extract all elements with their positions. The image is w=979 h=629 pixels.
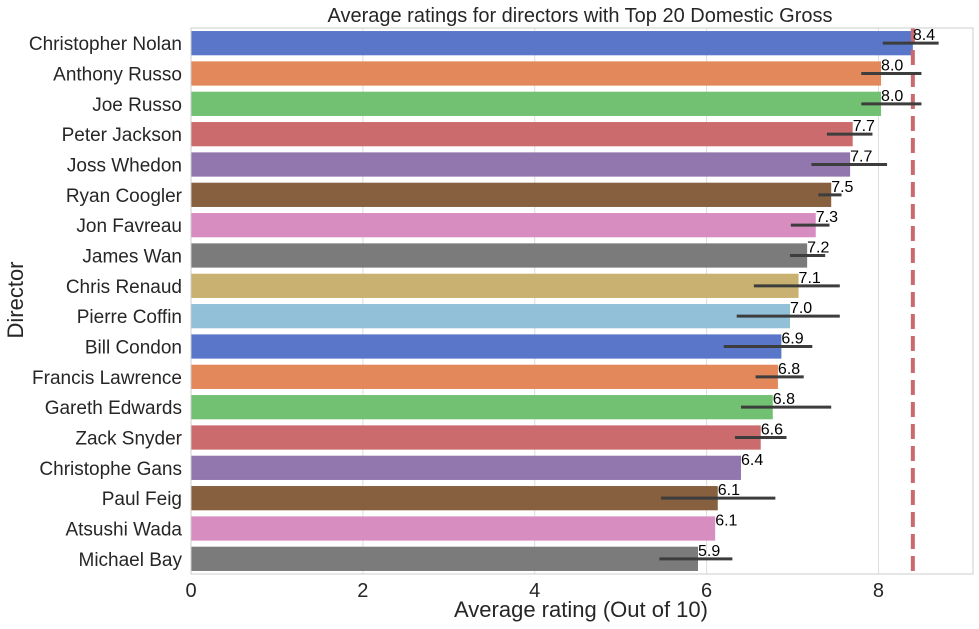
- bar: [191, 122, 853, 147]
- bar: [191, 364, 778, 389]
- bar: [191, 91, 882, 116]
- y-tick-label: Francis Lawrence: [32, 368, 182, 389]
- data-label: 6.6: [761, 422, 783, 439]
- data-label: 6.1: [718, 482, 740, 499]
- y-tick-label: Ryan Coogler: [66, 186, 183, 207]
- bar: [191, 546, 699, 571]
- bar: [191, 213, 816, 238]
- bar: [191, 152, 851, 177]
- bar: [191, 243, 808, 268]
- y-tick-label: Joe Russo: [92, 95, 182, 116]
- data-label: 7.3: [816, 209, 838, 226]
- y-tick-labels: Christopher Nolan Anthony Russo Joe Russo P…: [29, 34, 183, 571]
- x-tick-label: 8: [873, 580, 884, 602]
- y-axis-title: Director: [3, 261, 28, 338]
- y-tick-label: Peter Jackson: [62, 125, 182, 146]
- x-tick-labels: 0 2 4 6 8: [185, 580, 884, 602]
- data-label: 6.4: [741, 452, 763, 469]
- bar: [191, 273, 799, 298]
- error-bars: [659, 41, 939, 561]
- x-tick-label: 6: [701, 580, 712, 602]
- bar: [191, 395, 773, 420]
- y-tick-label: James Wan: [82, 247, 182, 268]
- bar: [191, 486, 718, 511]
- bar: [191, 182, 832, 207]
- y-tick-label: Bill Condon: [85, 338, 182, 359]
- bar: [191, 455, 741, 480]
- bar: [191, 425, 761, 450]
- y-tick-label: Pierre Coffin: [77, 307, 182, 328]
- y-tick-label: Zack Snyder: [75, 429, 182, 450]
- bar: [191, 334, 782, 359]
- y-tick-label: Atsushi Wada: [65, 520, 182, 541]
- data-label: 7.0: [790, 300, 812, 317]
- x-tick-label: 0: [185, 580, 196, 602]
- y-tick-label: Anthony Russo: [53, 65, 182, 86]
- data-label: 7.1: [799, 270, 821, 287]
- y-tick-label: Gareth Edwards: [45, 398, 182, 419]
- data-label: 8.4: [913, 27, 935, 44]
- plot-frame: [190, 27, 974, 575]
- data-label: 6.1: [715, 513, 737, 530]
- chart-title: Average ratings for directors with Top 2…: [327, 5, 832, 27]
- y-tick-label: Jon Favreau: [76, 216, 182, 237]
- x-tick-label: 2: [357, 580, 368, 602]
- y-tick-label: Michael Bay: [79, 550, 183, 571]
- data-labels: 8.4 8.0 8.0 7.7 7.7 7.5 7.3 7.2 7.1 7.0 6.9 6.8 6.8 6…: [698, 27, 935, 560]
- data-label: 7.2: [807, 240, 829, 257]
- data-label: 6.8: [773, 391, 795, 408]
- data-label: 7.5: [831, 179, 853, 196]
- data-label: 7.7: [853, 118, 875, 135]
- data-label: 6.9: [781, 331, 803, 348]
- bars: [191, 31, 913, 571]
- x-axis-title: Average rating (Out of 10): [454, 597, 708, 622]
- bar: [191, 61, 882, 86]
- data-label: 8.0: [881, 58, 903, 75]
- y-tick-label: Christophe Gans: [39, 459, 182, 480]
- data-label: 5.9: [698, 543, 720, 560]
- bar: [191, 516, 716, 541]
- data-label: 8.0: [881, 88, 903, 105]
- bar: [191, 304, 790, 329]
- y-tick-label: Christopher Nolan: [29, 34, 182, 55]
- y-tick-label: Paul Feig: [102, 489, 182, 510]
- bar: [191, 31, 913, 56]
- data-label: 6.8: [778, 361, 800, 378]
- x-tick-label: 4: [529, 580, 540, 602]
- data-label: 7.7: [850, 149, 872, 166]
- y-tick-label: Joss Whedon: [67, 156, 182, 177]
- y-tick-label: Chris Renaud: [66, 277, 182, 298]
